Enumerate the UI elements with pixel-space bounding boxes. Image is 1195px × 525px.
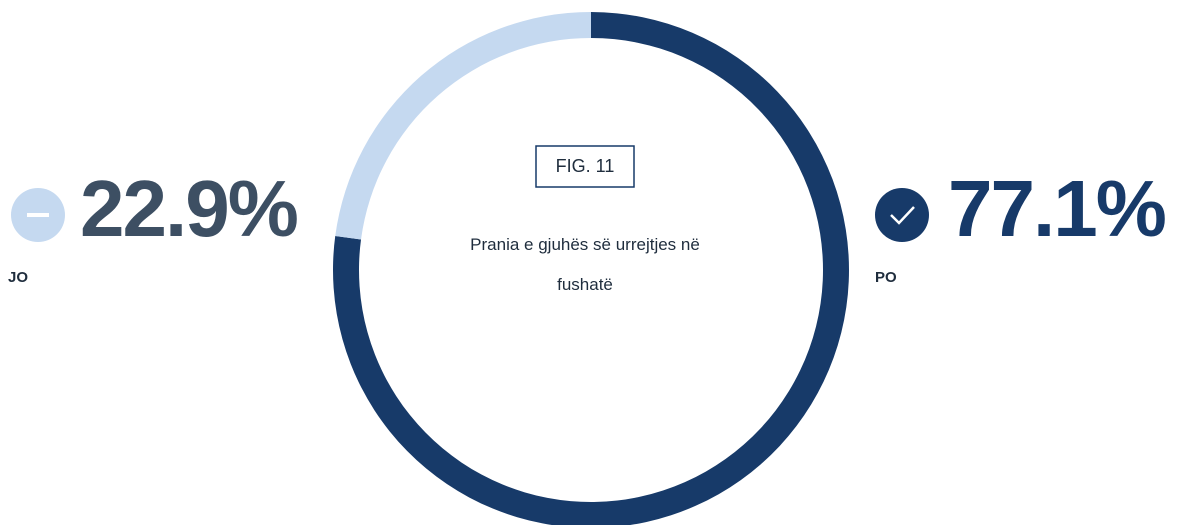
chart-title: FIG. 11 xyxy=(556,156,615,176)
category-label: PO xyxy=(875,269,897,286)
value-label: 77.1% xyxy=(948,164,1166,253)
check-mark xyxy=(890,206,915,225)
title-box xyxy=(535,145,635,188)
chart-subtitle: Prania e gjuhës së urrejtjes në fushatë xyxy=(470,235,700,294)
donut-slice xyxy=(335,12,591,240)
minus-mark xyxy=(27,213,49,217)
category-label: JO xyxy=(8,269,28,286)
value-label: 22.9% xyxy=(80,164,298,253)
check-icon xyxy=(875,188,929,242)
